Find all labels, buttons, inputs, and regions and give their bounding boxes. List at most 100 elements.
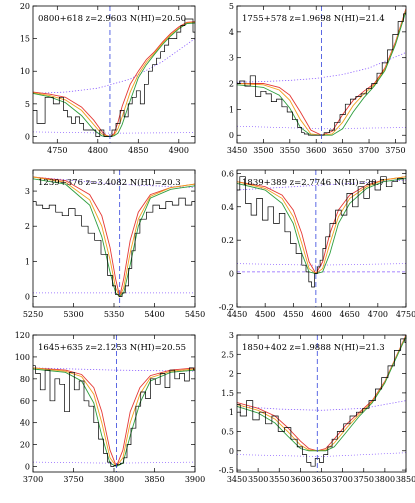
fit-curve-orange [33,21,195,137]
x-tick-label: 3550 [269,475,289,484]
y-tick-label: 40 [20,419,30,428]
plot-frame [32,5,196,144]
panel-title: 1850+402 z=1.9888 N(HI)=21.3 [242,342,385,353]
y-tick-label: 0.2 [221,236,234,245]
x-tick-label: 3700 [332,475,352,484]
y-tick-label: 80 [20,375,30,384]
plot-frame [32,334,196,473]
fit-curve-green [237,336,406,452]
y-tick-label: 3 [229,331,234,340]
x-tick-label: 3750 [385,146,405,155]
x-tick-label: 3750 [63,475,83,484]
x-tick-label: 3650 [311,475,331,484]
x-tick-label: 4600 [311,310,331,319]
y-tick-label: 0 [25,132,30,141]
noise-line [237,263,406,266]
noise-line [237,452,406,457]
x-tick-label: 4450 [227,310,247,319]
continuum-line [237,52,406,83]
plot-area [33,6,195,143]
y-tick-label: 100 [15,353,30,362]
continuum-line [33,176,195,188]
x-tick-label: 3750 [354,475,374,484]
spectrum-line [33,18,195,137]
x-tick-label: 3550 [280,146,300,155]
fit-curve-red [237,176,406,275]
panel-title: 1239+376 z=3.4082 N(HI)=20.3 [38,177,181,188]
fit-curve-green [33,22,195,137]
x-tick-label: 4900 [169,146,189,155]
x-tick-label: 3450 [227,475,247,484]
spectrum-line [33,365,195,467]
panel-title: 1839+389 z=2.7746 N(HI)=20.7 [242,177,385,188]
y-tick-label: 5 [25,100,30,109]
y-tick-label: 20 [20,441,30,450]
y-tick-label: 1 [229,408,234,417]
x-tick-label: 3700 [359,146,379,155]
x-tick-label: 3800 [375,475,395,484]
panel-1: 4750 4800 4850 4900 0 5 10 15 20 0800+618 z=2.960… [20,2,196,155]
x-tick-label: 4850 [128,146,148,155]
fit-curve-orange [33,176,195,298]
y-tick-label: 0 [229,131,234,140]
x-tick-label: 3850 [144,475,164,484]
panel-title: 1645+635 z=2.1253 N(HI)=20.55 [38,342,186,353]
panel-3: 5250 5300 5350 5400 5450 0 1 2 3 1239+376 z=3.408… [23,169,205,319]
fit-curve-orange [33,367,195,468]
y-tick-label: 3 [229,54,234,63]
plot-area [33,335,195,472]
x-tick-label: 3700 [23,475,43,484]
x-tick-label: 5300 [63,310,83,319]
fit-curve-red [33,367,195,468]
panel-title: 1755+578 z=1.9698 N(HI)=21.4 [242,13,385,24]
x-tick-label: 4700 [368,310,388,319]
x-tick-label: 5350 [104,310,124,319]
plot-frame [236,169,407,308]
fit-curve-orange [237,9,406,136]
x-tick-label: 4650 [339,310,359,319]
y-tick-label: 0.4 [221,203,234,212]
plot-area [237,335,406,472]
y-tick-label: 4 [229,28,234,37]
fit-curve-orange [237,176,406,275]
y-tick-label: 120 [15,331,30,340]
x-tick-label: 3650 [332,146,352,155]
spectrum-line [237,176,406,288]
spectrum-line [33,197,195,297]
continuum-line [33,38,195,94]
x-tick-label: 4750 [396,310,415,319]
x-tick-label: 3500 [253,146,273,155]
y-tick-label: 10 [20,67,30,76]
y-tick-label: 0 [229,270,234,279]
y-tick-label: 5 [229,2,234,11]
fit-curve-green [237,177,406,275]
x-tick-label: 3900 [185,475,205,484]
y-tick-label: 0.6 [221,169,234,178]
y-tick-label: 0.5 [221,427,234,436]
y-tick-label: 1.5 [221,389,234,398]
y-tick-label: 20 [20,2,30,11]
y-tick-label: 0 [25,292,30,301]
panel-title: 0800+618 z=2.9603 N(HI)=20.50 [38,13,186,24]
x-tick-label: 5450 [185,310,205,319]
x-tick-label: 4750 [47,146,67,155]
y-tick-label: 2 [229,80,234,89]
y-tick-label: 1 [25,257,30,266]
fit-curve-green [237,11,406,136]
y-tick-label: 0 [25,463,30,472]
y-tick-label: 15 [20,35,30,44]
fit-curve-orange [237,335,406,452]
fit-curve-red [237,335,406,452]
y-tick-label: 2.5 [221,350,234,359]
y-tick-label: 0 [229,447,234,456]
plot-area [237,170,406,307]
panel-6: 3450 3500 3550 3600 3650 3700 3750 3800 3850 -0.5… [219,331,415,484]
plot-area [33,170,195,307]
panel-5: 3700 3750 3800 3850 3900 0 20 40 60 80 100 120 1645+… [15,331,205,484]
plot-area [237,6,406,143]
y-tick-label: 1 [229,105,234,114]
x-tick-label: 5250 [23,310,43,319]
x-tick-label: 3450 [227,146,247,155]
x-tick-label: 4800 [88,146,108,155]
panel-4: 4450 4500 4550 4600 4650 4700 4750 -0.2 0 0.2 0.4 0… [219,169,415,319]
